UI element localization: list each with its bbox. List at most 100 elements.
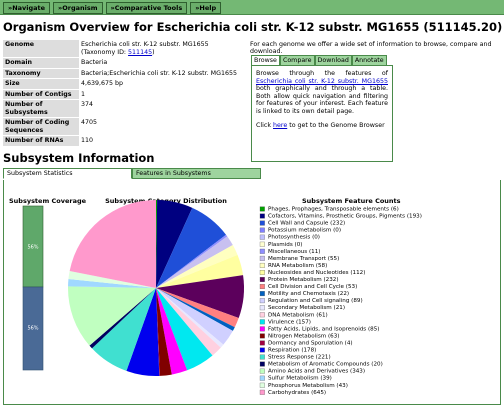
nav-button[interactable]: »Navigate bbox=[3, 2, 51, 14]
table-row: Number of Coding Sequences 4705 bbox=[3, 117, 245, 136]
pie-slice bbox=[156, 245, 238, 288]
taxonomy-link[interactable]: 511145 bbox=[128, 48, 153, 56]
row-label: Genome bbox=[3, 40, 79, 58]
subsystem-chart: Subsystem Coverage 56% 56% Subsystem Cat… bbox=[9, 197, 422, 396]
coverage-title: Subsystem Coverage bbox=[9, 197, 87, 205]
legend-label: Dormancy and Sporulation (4) bbox=[268, 340, 353, 346]
browse-text: to get to the Genome Browser bbox=[287, 122, 385, 129]
legend-swatch bbox=[259, 319, 265, 325]
legend-label: Phosphorus Metabolism (43) bbox=[268, 383, 348, 389]
genome-text: Escherichia coli str. K-12 substr. MG165… bbox=[81, 41, 209, 56]
coverage-bar-bottom bbox=[22, 286, 44, 371]
row-value: 1 bbox=[79, 89, 245, 100]
legend-swatch bbox=[259, 213, 265, 219]
pie-slice bbox=[156, 236, 233, 288]
pie-slice bbox=[156, 207, 227, 288]
legend-label: Plasmids (0) bbox=[268, 242, 302, 248]
subsystem-tabs: Subsystem Statistics Features in Subsyste… bbox=[3, 168, 261, 179]
pie-slice bbox=[91, 288, 156, 371]
pie-slice bbox=[156, 275, 244, 319]
section-heading: Subsystem Information bbox=[3, 151, 155, 165]
legend-label: Metabolism of Aromatic Compounds (20) bbox=[268, 362, 383, 368]
legend-swatch bbox=[259, 368, 265, 374]
row-label: Number of RNAs bbox=[3, 135, 79, 147]
pie-slice bbox=[156, 288, 239, 328]
legend-label: Cell Division and Cell Cycle (53) bbox=[268, 284, 357, 290]
pie-slice bbox=[156, 288, 188, 375]
legend-label: Protein Metabolism (232) bbox=[268, 277, 339, 283]
overview-table: Genome Escherichia coli str. K-12 substr… bbox=[3, 40, 245, 147]
overview-body: Genome Escherichia coli str. K-12 substr… bbox=[3, 40, 245, 147]
pie-slice bbox=[156, 288, 221, 356]
legend-label: Nucleosides and Nucleotides (112) bbox=[268, 270, 365, 276]
table-row: Number of Subsystems 374 bbox=[3, 99, 245, 118]
legend-label: Carbohydrates (645) bbox=[268, 390, 326, 396]
pie-slice bbox=[156, 288, 172, 376]
legend-swatch bbox=[259, 220, 265, 226]
row-label: Size bbox=[3, 78, 79, 90]
legend-swatch bbox=[259, 291, 265, 297]
pie-slice bbox=[156, 200, 193, 288]
row-value: Bacteria;Escherichia coli str. K-12 subs… bbox=[79, 68, 245, 79]
legend-swatch bbox=[259, 227, 265, 233]
pie-slice bbox=[156, 288, 224, 348]
legend-swatch bbox=[259, 361, 265, 367]
table-row: Size 4,639,675 bp bbox=[3, 78, 245, 90]
nav-button[interactable]: »Comparative Tools bbox=[105, 2, 188, 14]
pie-slice bbox=[156, 288, 213, 371]
row-value: 4,639,675 bp bbox=[79, 78, 245, 90]
nav-button[interactable]: »Organism bbox=[53, 2, 103, 14]
browse-box: Browse through the features of Escherich… bbox=[251, 65, 393, 162]
legend-swatch bbox=[259, 333, 265, 339]
table-row: Number of RNAs 110 bbox=[3, 135, 245, 147]
legend-label: Stress Response (221) bbox=[268, 355, 331, 361]
legend-swatch bbox=[259, 255, 265, 261]
legend-swatch bbox=[259, 277, 265, 282]
legend-swatch bbox=[259, 347, 265, 353]
legend-swatch bbox=[259, 298, 265, 304]
genome-link[interactable]: Escherichia coli str. K-12 substr. MG165… bbox=[256, 77, 388, 85]
table-row: Domain Bacteria bbox=[3, 57, 245, 69]
legend-swatch bbox=[259, 206, 265, 212]
legend-swatch bbox=[259, 248, 265, 254]
coverage-label: 56% bbox=[27, 326, 38, 332]
pie-slice bbox=[126, 288, 160, 376]
legend-label: Cell Wall and Capsule (232) bbox=[268, 221, 345, 227]
subsystem-panel: Subsystem Coverage 56% 56% Subsystem Cat… bbox=[3, 180, 501, 405]
nav-button[interactable]: »Help bbox=[190, 2, 222, 14]
legend-swatch bbox=[259, 354, 265, 360]
legend-label: Virulence (157) bbox=[268, 319, 311, 325]
legend-label: Cofactors, Vitamins, Prosthetic Groups, … bbox=[268, 214, 422, 220]
legend-swatch bbox=[259, 326, 265, 332]
tab[interactable]: Subsystem Statistics bbox=[3, 168, 132, 179]
legend-label: Respiration (178) bbox=[268, 348, 316, 354]
pie-slice bbox=[68, 279, 156, 288]
legend-label: Fatty Acids, Lipids, and Isoprenoids (85… bbox=[268, 326, 380, 332]
legend-label: RNA Metabolism (58) bbox=[268, 263, 327, 269]
nav-bar: »Navigate »Organism »Comparative Tools »Hel… bbox=[0, 0, 504, 15]
browse-text: Click bbox=[256, 122, 274, 129]
legend-swatch bbox=[259, 389, 265, 395]
counts-title: Subsystem Feature Counts bbox=[302, 197, 401, 205]
pie-slice bbox=[156, 254, 244, 288]
tab[interactable]: Features in Subsystems bbox=[132, 168, 261, 179]
row-value: 4705 bbox=[79, 117, 245, 136]
row-label: Number of Subsystems bbox=[3, 99, 79, 118]
coverage-label: 56% bbox=[27, 245, 38, 251]
legend-swatch bbox=[259, 241, 265, 247]
legend-label: Amino Acids and Derivatives (343) bbox=[268, 369, 365, 375]
pie-slice bbox=[156, 200, 158, 288]
legend-label: Potassium metabolism (0) bbox=[268, 228, 341, 234]
legend-swatch bbox=[259, 305, 265, 311]
legend-label: Photosynthesis (0) bbox=[268, 235, 320, 241]
pie-slice bbox=[69, 200, 156, 288]
pie-slice bbox=[156, 288, 235, 331]
browser-link[interactable]: here bbox=[273, 122, 288, 129]
row-value: Escherichia coli str. K-12 substr. MG165… bbox=[79, 40, 245, 58]
legend-swatch bbox=[259, 375, 265, 381]
browser-line: Click here to get to the Genome Browser bbox=[256, 122, 388, 130]
pie-slice bbox=[156, 288, 161, 376]
legend-label: Membrane Transport (55) bbox=[268, 256, 339, 262]
legend-swatch bbox=[259, 284, 265, 289]
legend-swatch bbox=[259, 270, 265, 275]
